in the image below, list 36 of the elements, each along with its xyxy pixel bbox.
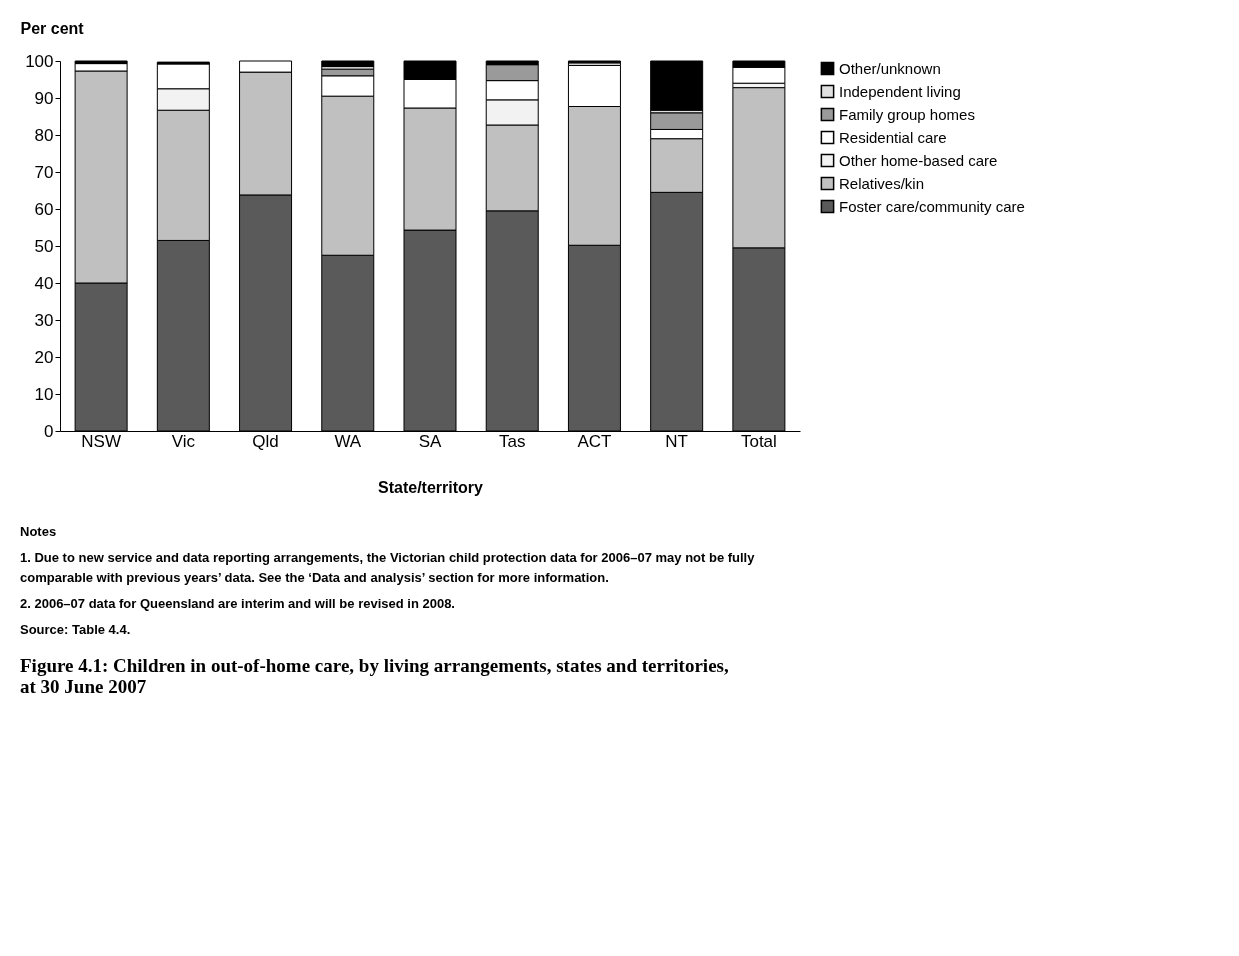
legend-label: Independent living bbox=[839, 82, 961, 100]
text: 1. Due to new service and data reporting arrangements, the Victorian child protection data for 2006–07 may not be fully comparable with previous years’ data. See the ‘Data and analysis’ section for more information. bbox=[20, 550, 756, 585]
y-tick-label: 60 bbox=[34, 199, 54, 219]
legend-label: Relatives/kin bbox=[839, 174, 925, 192]
legend-label: Family group homes bbox=[839, 105, 975, 123]
x-tick-label: NT bbox=[665, 431, 688, 451]
y-axis-title: Per cent bbox=[20, 19, 85, 37]
y-tick-label: 80 bbox=[34, 125, 54, 145]
y-tick-label: 20 bbox=[34, 347, 54, 367]
x-tick-label: NSW bbox=[81, 431, 121, 451]
text: Figure 4.1: Children in out-of-home care, by living arrangements, states and territories, at 30 June 2007 bbox=[20, 655, 729, 697]
y-tick-label: 30 bbox=[34, 310, 54, 330]
text: Notes bbox=[20, 524, 57, 539]
x-tick-label: Vic bbox=[171, 431, 196, 451]
y-tick-label: 10 bbox=[34, 384, 54, 404]
y-tick-label: 0 bbox=[44, 421, 54, 441]
x-tick-label: ACT bbox=[577, 431, 612, 451]
legend-label: Other home-based care bbox=[839, 151, 998, 169]
x-axis-title: State/territory bbox=[378, 478, 484, 496]
y-tick-label: 40 bbox=[34, 273, 54, 293]
y-tick-label: 90 bbox=[34, 88, 54, 108]
x-tick-label: Tas bbox=[498, 431, 526, 451]
bar bbox=[650, 60, 704, 111]
x-tick-label: SA bbox=[418, 431, 442, 451]
y-tick-label: 100 bbox=[25, 51, 54, 71]
bar bbox=[321, 60, 375, 68]
legend-label: Foster care/community care bbox=[839, 197, 1025, 215]
x-tick-label: WA bbox=[334, 431, 362, 451]
legend-label: Other/unknown bbox=[839, 59, 941, 77]
y-tick-label: 50 bbox=[34, 236, 54, 256]
legend-label: Residential care bbox=[839, 128, 947, 146]
text: 2. 2006–07 data for Queensland are interim and will be revised in 2008. bbox=[20, 596, 455, 611]
y-tick-label: 70 bbox=[34, 162, 54, 182]
x-tick-label: Total bbox=[740, 431, 777, 451]
source-note: Source: Table 4.4. bbox=[20, 622, 131, 637]
x-tick-label: Qld bbox=[252, 431, 279, 451]
